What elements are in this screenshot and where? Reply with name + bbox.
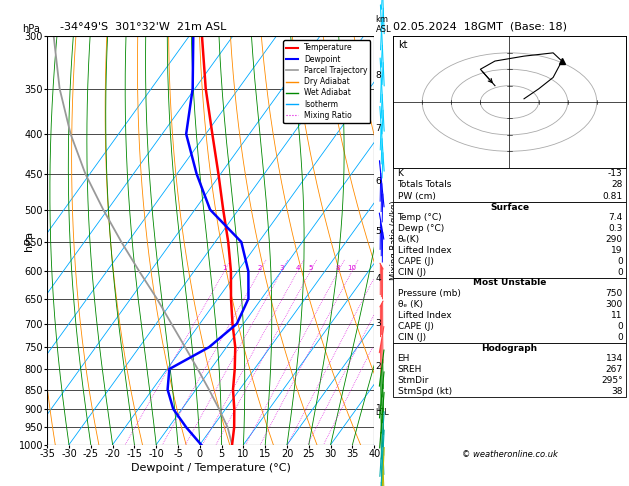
Text: 28: 28 bbox=[611, 180, 623, 189]
Text: 3: 3 bbox=[376, 319, 381, 328]
Text: 0: 0 bbox=[617, 257, 623, 266]
Text: 8: 8 bbox=[336, 265, 340, 272]
Text: 11: 11 bbox=[611, 311, 623, 320]
Text: StmSpd (kt): StmSpd (kt) bbox=[398, 387, 452, 396]
Text: 02.05.2024  18GMT  (Base: 18): 02.05.2024 18GMT (Base: 18) bbox=[393, 21, 567, 32]
Text: Dewp (°C): Dewp (°C) bbox=[398, 224, 444, 233]
Text: Surface: Surface bbox=[490, 203, 529, 211]
Text: 0: 0 bbox=[617, 268, 623, 277]
Text: 7: 7 bbox=[376, 124, 381, 133]
Text: 3: 3 bbox=[279, 265, 284, 272]
Text: 1: 1 bbox=[222, 265, 226, 272]
Text: hPa: hPa bbox=[22, 24, 40, 34]
Text: 290: 290 bbox=[606, 235, 623, 244]
Text: 10: 10 bbox=[347, 265, 357, 272]
Text: Pressure (mb): Pressure (mb) bbox=[398, 289, 460, 298]
Text: kt: kt bbox=[398, 40, 408, 51]
Text: CIN (J): CIN (J) bbox=[398, 333, 426, 342]
Text: 2: 2 bbox=[257, 265, 262, 272]
Legend: Temperature, Dewpoint, Parcel Trajectory, Dry Adiabat, Wet Adiabat, Isotherm, Mi: Temperature, Dewpoint, Parcel Trajectory… bbox=[283, 40, 370, 123]
Text: 295°: 295° bbox=[601, 376, 623, 385]
Text: Totals Totals: Totals Totals bbox=[398, 180, 452, 189]
Text: 5: 5 bbox=[308, 265, 313, 272]
Text: km
ASL: km ASL bbox=[376, 15, 391, 34]
Text: Mixing Ratio (g/kg): Mixing Ratio (g/kg) bbox=[390, 201, 399, 280]
Text: Hodograph: Hodograph bbox=[481, 344, 538, 352]
Text: Lifted Index: Lifted Index bbox=[398, 311, 451, 320]
Text: 750: 750 bbox=[606, 289, 623, 298]
Text: 8: 8 bbox=[376, 71, 381, 80]
Text: 4: 4 bbox=[376, 274, 381, 283]
Text: CIN (J): CIN (J) bbox=[398, 268, 426, 277]
Text: 267: 267 bbox=[606, 365, 623, 374]
X-axis label: Dewpoint / Temperature (°C): Dewpoint / Temperature (°C) bbox=[131, 463, 291, 473]
Text: 1: 1 bbox=[376, 404, 381, 413]
Text: 134: 134 bbox=[606, 354, 623, 364]
Text: 38: 38 bbox=[611, 387, 623, 396]
Text: K: K bbox=[398, 169, 403, 178]
Text: LCL: LCL bbox=[375, 408, 389, 417]
Text: 300: 300 bbox=[606, 300, 623, 309]
Text: hPa: hPa bbox=[24, 230, 34, 251]
Text: 2: 2 bbox=[376, 363, 381, 371]
Text: StmDir: StmDir bbox=[398, 376, 429, 385]
Text: 0: 0 bbox=[617, 322, 623, 331]
Text: SREH: SREH bbox=[398, 365, 422, 374]
Text: 19: 19 bbox=[611, 246, 623, 255]
Text: -13: -13 bbox=[608, 169, 623, 178]
Text: 6: 6 bbox=[376, 177, 381, 186]
Text: Lifted Index: Lifted Index bbox=[398, 246, 451, 255]
Text: Most Unstable: Most Unstable bbox=[473, 278, 546, 287]
Text: 0.3: 0.3 bbox=[608, 224, 623, 233]
Text: 5: 5 bbox=[376, 227, 381, 236]
Text: 0.81: 0.81 bbox=[603, 191, 623, 201]
Text: 4: 4 bbox=[295, 265, 299, 272]
Text: 0: 0 bbox=[617, 333, 623, 342]
Text: 7.4: 7.4 bbox=[608, 213, 623, 223]
Text: CAPE (J): CAPE (J) bbox=[398, 322, 433, 331]
Text: © weatheronline.co.uk: © weatheronline.co.uk bbox=[462, 450, 557, 459]
Text: -34°49'S  301°32'W  21m ASL: -34°49'S 301°32'W 21m ASL bbox=[60, 21, 226, 32]
Text: Temp (°C): Temp (°C) bbox=[398, 213, 442, 223]
Text: EH: EH bbox=[398, 354, 410, 364]
Text: CAPE (J): CAPE (J) bbox=[398, 257, 433, 266]
Text: θₑ(K): θₑ(K) bbox=[398, 235, 420, 244]
Text: θₑ (K): θₑ (K) bbox=[398, 300, 423, 309]
Text: PW (cm): PW (cm) bbox=[398, 191, 435, 201]
